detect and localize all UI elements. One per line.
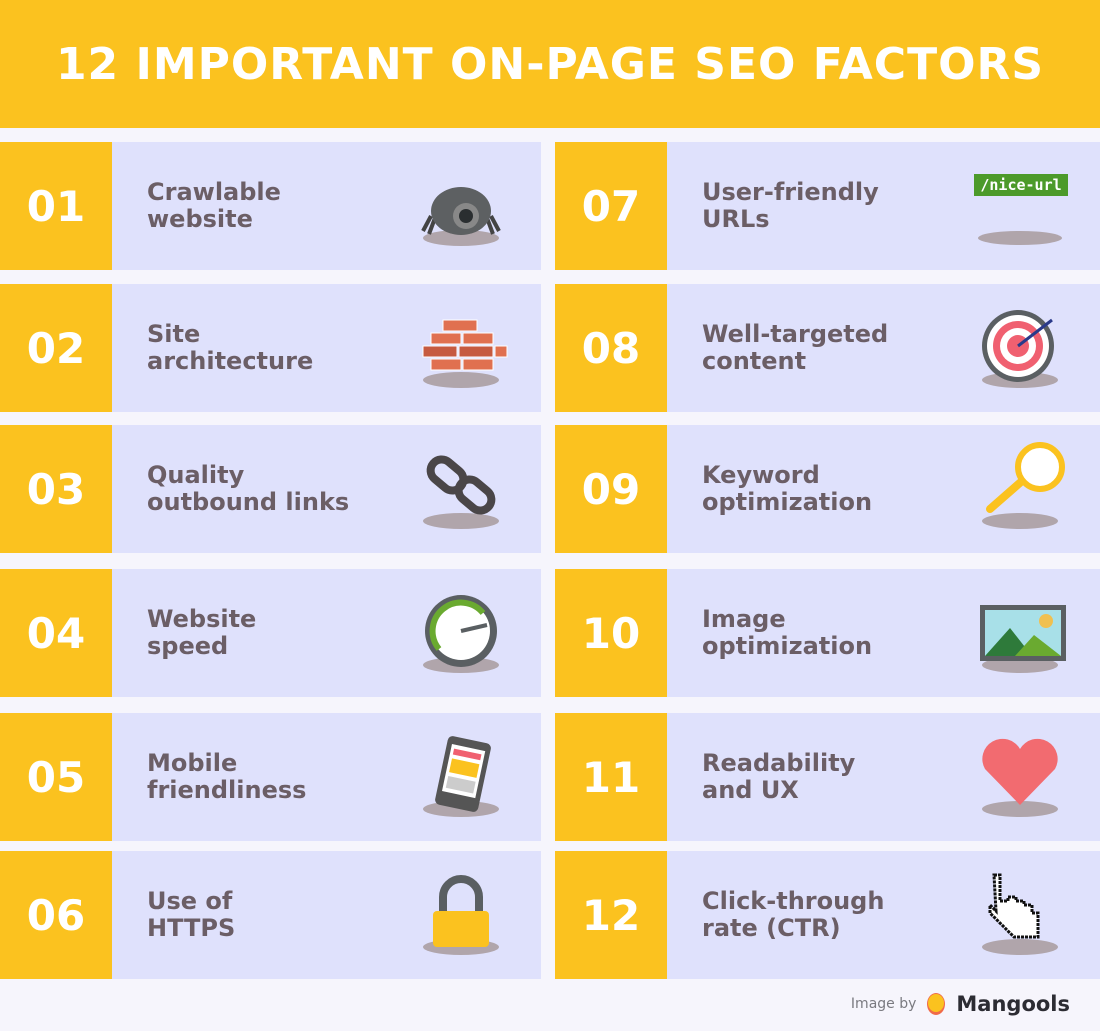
factor-label: Image optimization bbox=[702, 605, 873, 660]
factor-label: Use of HTTPS bbox=[147, 887, 236, 942]
factor-label: Mobile friendliness bbox=[147, 749, 307, 804]
speedometer-icon bbox=[423, 595, 499, 673]
factor-card: 05 Mobile friendliness bbox=[0, 713, 541, 841]
footer-credit: Image by Mangools bbox=[851, 992, 1070, 1016]
image-icon bbox=[980, 605, 1066, 673]
factor-number: 09 bbox=[555, 425, 667, 553]
pointer-hand-icon bbox=[982, 873, 1058, 955]
footer-prefix: Image by bbox=[850, 996, 917, 1012]
factor-number: 03 bbox=[0, 425, 112, 553]
magnifier-icon bbox=[982, 442, 1065, 529]
mangools-logo-icon bbox=[927, 993, 946, 1015]
url-text: /nice-url bbox=[980, 176, 1061, 194]
factor-label: Site architecture bbox=[147, 320, 314, 375]
factor-number: 10 bbox=[555, 569, 667, 697]
factor-card: 10 Image optimization bbox=[555, 569, 1100, 697]
factor-number: 12 bbox=[555, 851, 667, 979]
factor-card: 06 Use of HTTPS bbox=[0, 851, 541, 979]
factor-label: Well-targeted content bbox=[702, 320, 889, 375]
factor-label: Crawlable website bbox=[147, 178, 281, 233]
factor-number: 07 bbox=[555, 142, 667, 270]
factor-number: 06 bbox=[0, 851, 112, 979]
target-icon bbox=[982, 310, 1058, 388]
smartphone-icon bbox=[423, 736, 499, 817]
factor-label: Click-through rate (CTR) bbox=[702, 887, 885, 942]
factor-card: 08 Well-targeted content bbox=[555, 284, 1100, 412]
factor-card: 09 Keyword optimization bbox=[555, 425, 1100, 553]
factor-number: 08 bbox=[555, 284, 667, 412]
factor-label: User-friendly URLs bbox=[702, 178, 879, 233]
footer-brand: Mangools bbox=[956, 992, 1070, 1016]
factor-card: 01 Crawlable website bbox=[0, 142, 541, 270]
url-tag-icon: /nice-url bbox=[974, 174, 1068, 245]
chain-link-icon bbox=[423, 455, 499, 529]
factor-number: 05 bbox=[0, 713, 112, 841]
factor-card: 12 Click-through rate (CTR) bbox=[555, 851, 1100, 979]
factor-card: 11 Readability and UX bbox=[555, 713, 1100, 841]
factor-card: 04 Website speed bbox=[0, 569, 541, 697]
header-banner: 12 IMPORTANT ON-PAGE SEO FACTORS bbox=[0, 0, 1100, 128]
page-title: 12 IMPORTANT ON-PAGE SEO FACTORS bbox=[55, 38, 1045, 90]
heart-icon bbox=[982, 738, 1058, 817]
factor-card: 07 User-friendly URLs /nice-url bbox=[555, 142, 1100, 270]
factor-label: Readability and UX bbox=[702, 749, 856, 804]
factor-number: 01 bbox=[0, 142, 112, 270]
factor-number: 02 bbox=[0, 284, 112, 412]
factor-card: 02 Site architecture bbox=[0, 284, 541, 412]
factor-label: Website speed bbox=[147, 605, 257, 660]
factor-label: Quality outbound links bbox=[147, 461, 350, 516]
spider-robot-icon bbox=[421, 187, 501, 246]
factor-card: 03 Quality outbound links bbox=[0, 425, 541, 553]
factor-label: Keyword optimization bbox=[702, 461, 873, 516]
brick-wall-icon bbox=[422, 319, 508, 388]
padlock-icon bbox=[423, 875, 499, 955]
factor-number: 04 bbox=[0, 569, 112, 697]
factor-number: 11 bbox=[555, 713, 667, 841]
